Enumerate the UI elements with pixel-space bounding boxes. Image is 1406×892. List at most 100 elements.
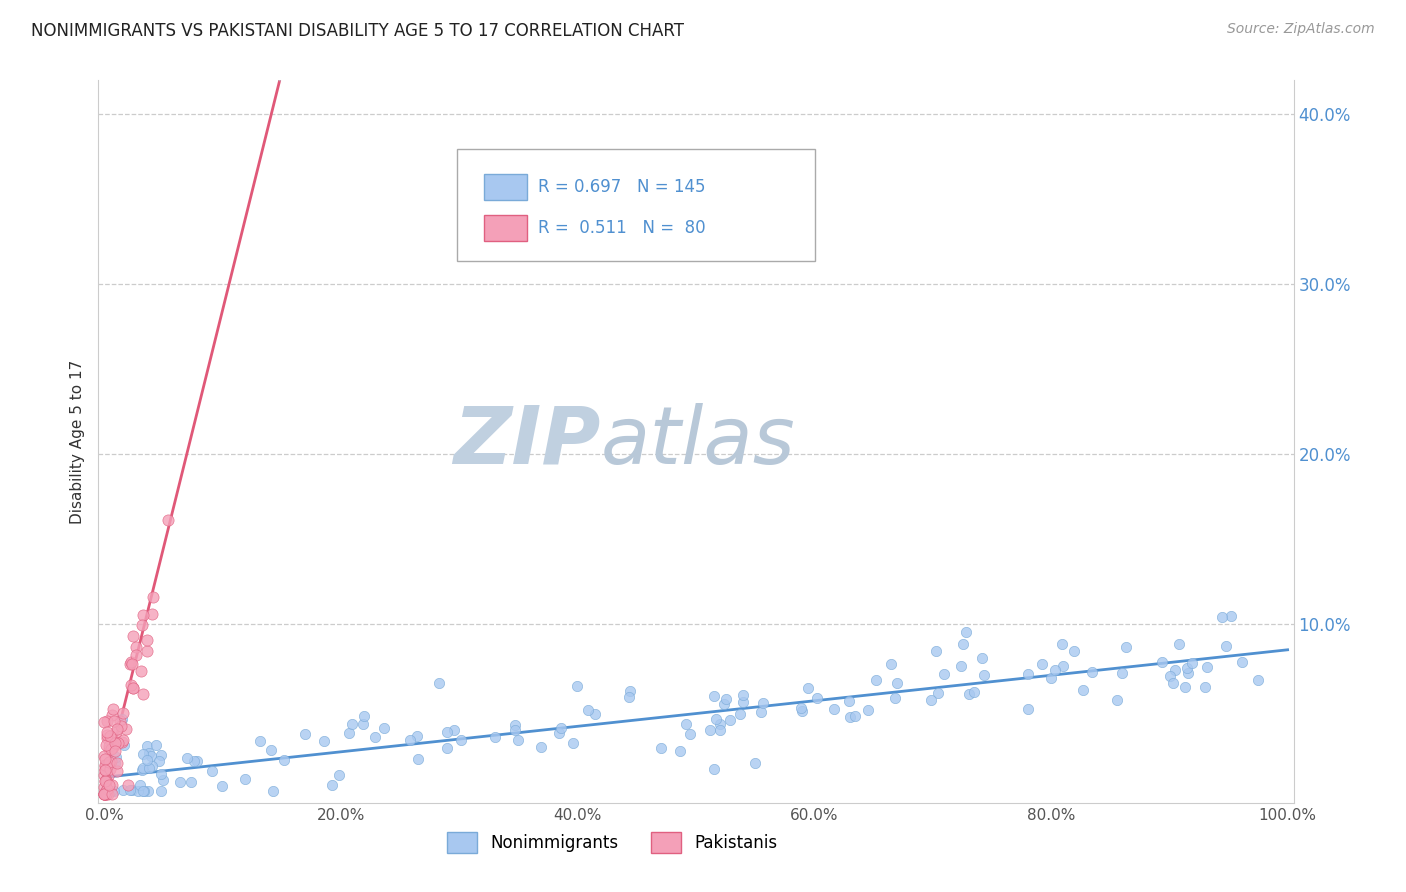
Point: [1194, 680, 1216, 694]
Point: [1175, 661, 1198, 675]
Point: [131, 687, 153, 701]
Point: [950, 659, 973, 673]
Point: [550, 721, 572, 735]
Point: [406, 729, 429, 743]
Point: [93, 780, 115, 794]
Point: [973, 668, 995, 682]
Point: [1164, 663, 1187, 677]
Point: [141, 759, 163, 773]
Y-axis label: Disability Age 5 to 17: Disability Age 5 to 17: [69, 359, 84, 524]
Point: [927, 686, 949, 700]
Point: [709, 723, 731, 738]
Point: [503, 723, 526, 738]
Point: [952, 637, 974, 651]
Point: [96, 714, 118, 728]
Point: [138, 746, 160, 760]
Point: [619, 690, 641, 705]
Text: atlas: atlas: [600, 402, 796, 481]
Point: [122, 681, 145, 695]
Point: [565, 679, 588, 693]
Point: [93, 715, 115, 730]
Point: [132, 784, 155, 798]
Point: [273, 753, 295, 767]
Point: [1181, 656, 1204, 670]
Point: [176, 751, 198, 765]
Point: [132, 607, 155, 622]
Point: [752, 696, 775, 710]
Point: [101, 707, 124, 722]
Point: [120, 782, 142, 797]
Point: [121, 657, 143, 671]
Point: [733, 695, 755, 709]
Point: [96, 758, 118, 772]
Point: [97, 778, 120, 792]
Point: [141, 607, 163, 621]
Point: [94, 774, 117, 789]
Point: [156, 513, 179, 527]
Point: [97, 742, 120, 756]
Point: [104, 736, 127, 750]
Point: [121, 681, 143, 695]
Point: [1246, 673, 1268, 687]
Point: [709, 717, 731, 731]
Point: [97, 739, 120, 753]
Point: [112, 706, 135, 720]
Point: [353, 708, 375, 723]
Point: [98, 729, 121, 743]
Point: [112, 739, 135, 753]
Point: [806, 691, 828, 706]
Point: [1052, 659, 1074, 673]
Point: [1152, 655, 1174, 669]
Point: [1159, 669, 1181, 683]
Point: [131, 763, 153, 777]
Point: [328, 768, 350, 782]
Point: [530, 740, 553, 755]
Point: [100, 741, 122, 756]
Point: [94, 773, 117, 788]
FancyBboxPatch shape: [485, 215, 527, 241]
Point: [186, 754, 208, 768]
Point: [103, 701, 125, 715]
Point: [679, 727, 702, 741]
Point: [406, 752, 429, 766]
Point: [797, 681, 820, 695]
Point: [100, 783, 122, 797]
Point: [124, 640, 146, 655]
Point: [96, 783, 118, 797]
Point: [125, 648, 148, 662]
Point: [704, 712, 727, 726]
Point: [262, 784, 284, 798]
Point: [94, 764, 117, 778]
Point: [136, 632, 159, 647]
Point: [880, 657, 903, 671]
Point: [93, 787, 115, 801]
Point: [562, 736, 585, 750]
Point: [110, 719, 132, 733]
Point: [105, 756, 128, 771]
Point: [436, 724, 458, 739]
Point: [103, 714, 125, 729]
Point: [120, 656, 142, 670]
Point: [93, 787, 115, 801]
Point: [136, 784, 159, 798]
Point: [128, 777, 150, 791]
Point: [94, 784, 117, 798]
Point: [436, 740, 458, 755]
Point: [260, 742, 283, 756]
Point: [838, 694, 860, 708]
Point: [145, 738, 167, 752]
Point: [703, 690, 725, 704]
Point: [101, 739, 124, 754]
Point: [108, 714, 131, 729]
Point: [101, 778, 124, 792]
Point: [932, 667, 955, 681]
Point: [96, 725, 118, 739]
Point: [337, 726, 360, 740]
Point: [104, 756, 127, 770]
Point: [619, 683, 641, 698]
Point: [136, 644, 159, 658]
Text: R = 0.697   N = 145: R = 0.697 N = 145: [538, 178, 706, 196]
Legend: Nonimmigrants, Pakistanis: Nonimmigrants, Pakistanis: [440, 826, 785, 860]
Text: R =  0.511   N =  80: R = 0.511 N = 80: [538, 219, 706, 236]
Point: [675, 717, 697, 731]
